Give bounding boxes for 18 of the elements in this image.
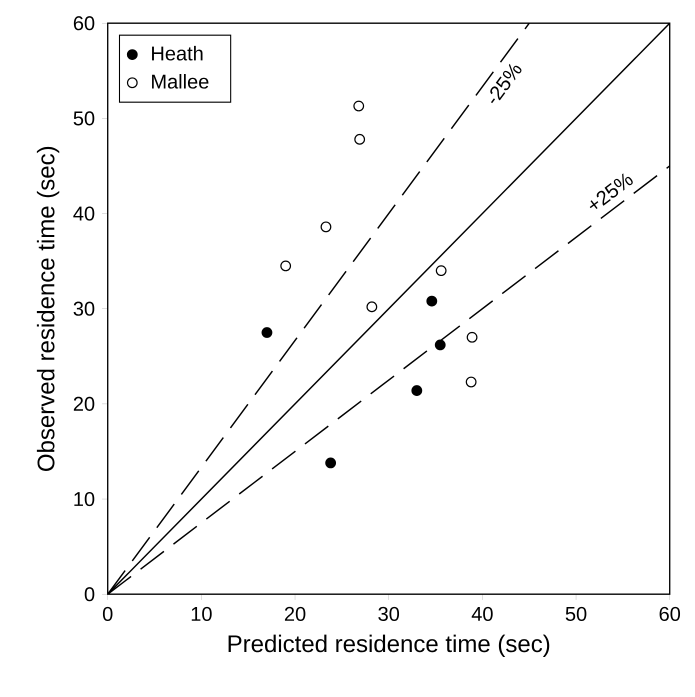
y-tick-label: 0 <box>84 587 94 602</box>
x-tick-label: 60 <box>660 606 680 621</box>
y-tick-label: 20 <box>74 396 94 411</box>
y-tick-label: 60 <box>74 16 94 30</box>
x-tick-label: 0 <box>102 606 112 621</box>
y-tick-label: 30 <box>74 302 94 316</box>
legend-label: Heath <box>152 46 202 61</box>
x-tick-label: 30 <box>378 606 400 621</box>
y-tick-label: 50 <box>74 111 94 126</box>
y-tick-label: 40 <box>73 206 94 221</box>
y-tick-label: 10 <box>74 492 94 506</box>
x-tick-label: 40 <box>472 606 493 621</box>
x-tick-label: 10 <box>192 606 212 621</box>
x-tick-label: 50 <box>566 606 586 621</box>
x-tick-label: 20 <box>284 606 306 621</box>
x-axis-title: Predicted residence time (sec) <box>228 634 550 657</box>
legend-label: Mallee <box>152 74 208 89</box>
y-axis-title: Observed residence time (sec) <box>36 146 60 471</box>
